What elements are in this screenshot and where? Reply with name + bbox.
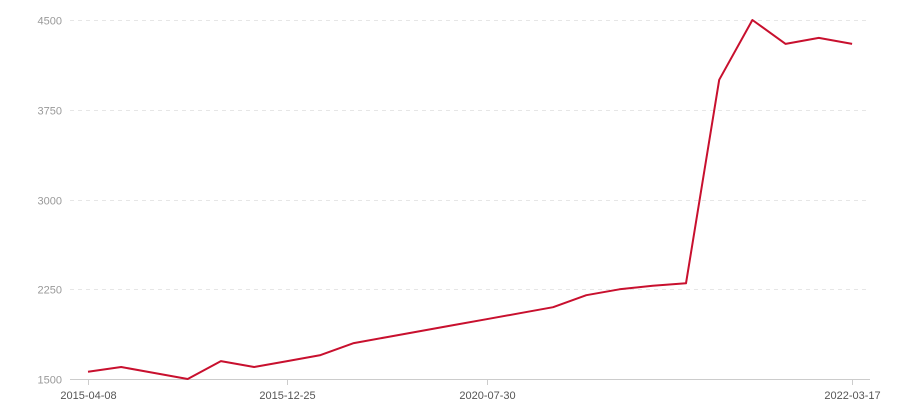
x-tick-label: 2020-07-30: [459, 390, 515, 400]
y-tick-label: 3000: [38, 196, 62, 208]
x-axis: 2015-04-08 2015-12-25 2020-07-30 2022-03-17: [60, 380, 881, 400]
y-tick-label: 1500: [38, 375, 62, 387]
y-axis: 1500 2250 3000 3750 4500: [38, 16, 62, 387]
y-tick-label: 4500: [38, 16, 62, 28]
y-tick-label: 2250: [38, 285, 62, 297]
x-tick-label: 2022-03-17: [824, 390, 880, 400]
grid: [70, 20, 870, 290]
x-tick-label: 2015-04-08: [60, 390, 116, 400]
x-tick-label: 2015-12-25: [259, 390, 315, 400]
y-tick-label: 3750: [38, 106, 62, 118]
series-line: [87, 19, 853, 380]
